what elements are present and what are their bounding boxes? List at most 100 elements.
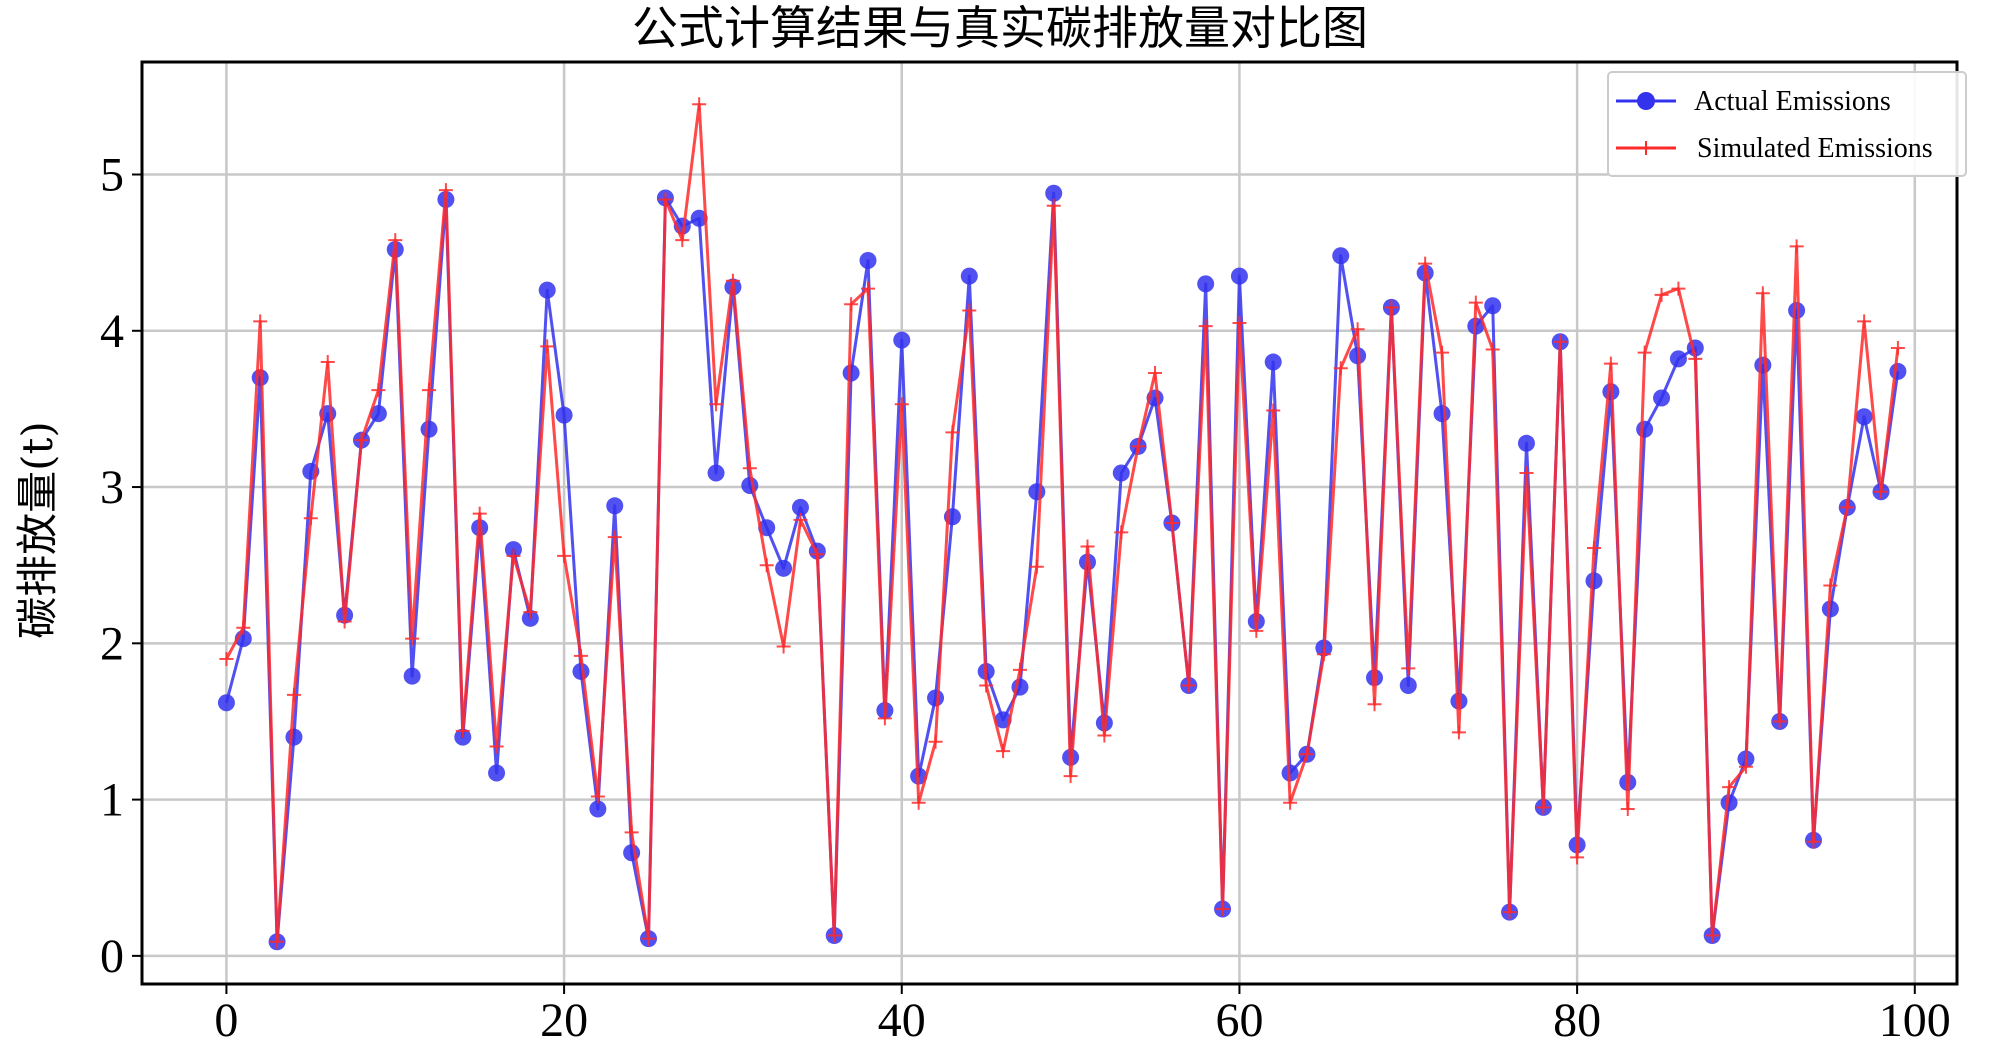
data-point-simulated xyxy=(793,512,808,527)
data-point-simulated xyxy=(1553,334,1568,349)
data-point-actual xyxy=(859,251,877,269)
data-point-simulated xyxy=(1451,725,1466,740)
data-point-simulated xyxy=(489,739,504,754)
data-point-actual xyxy=(403,667,421,685)
data-point-simulated xyxy=(725,273,740,288)
data-point-simulated xyxy=(1131,439,1146,454)
series-line-simulated xyxy=(225,102,1900,944)
data-point-simulated xyxy=(1519,465,1534,480)
data-point-simulated xyxy=(1063,769,1078,784)
y-tick-label: 2 xyxy=(100,617,124,670)
data-point-simulated xyxy=(354,433,369,448)
data-point-simulated xyxy=(1080,539,1095,554)
data-point-actual xyxy=(538,281,556,299)
data-point-simulated xyxy=(1874,484,1889,499)
chart-title: 公式计算结果与真实碳排放量对比图 xyxy=(632,1,1368,55)
data-point-simulated xyxy=(844,297,859,312)
data-point-simulated xyxy=(1840,500,1855,515)
x-tick-label: 20 xyxy=(540,994,588,1045)
y-axis-label: 碳排放量(t) xyxy=(13,421,62,639)
data-point-simulated xyxy=(1232,315,1247,330)
data-point-actual xyxy=(1754,356,1772,374)
y-tick-label: 0 xyxy=(100,930,124,983)
data-point-simulated xyxy=(1722,780,1737,795)
data-point-actual xyxy=(1855,408,1873,426)
data-point-simulated xyxy=(371,383,386,398)
data-point-simulated xyxy=(1012,662,1027,677)
data-point-simulated xyxy=(337,614,352,629)
data-point-actual xyxy=(1821,600,1839,618)
data-point-simulated xyxy=(1587,541,1601,556)
data-point-simulated xyxy=(388,233,403,248)
data-point-actual xyxy=(217,694,235,712)
data-point-simulated xyxy=(590,789,605,804)
data-point-simulated xyxy=(1164,516,1179,530)
data-point-actual xyxy=(1653,389,1671,407)
data-point-simulated xyxy=(742,461,757,476)
data-point-simulated xyxy=(1249,623,1264,638)
data-point-simulated xyxy=(1181,678,1196,693)
data-point-simulated xyxy=(1536,800,1551,815)
data-point-actual xyxy=(893,331,911,349)
data-point-actual xyxy=(1112,464,1130,482)
series-layer xyxy=(217,97,1907,951)
data-point-actual xyxy=(791,498,809,516)
data-point-simulated xyxy=(1890,340,1905,355)
data-point-simulated xyxy=(1789,239,1804,254)
data-point-simulated xyxy=(709,397,724,412)
data-point-simulated xyxy=(1620,801,1635,816)
data-point-simulated xyxy=(1857,314,1872,329)
data-point-actual xyxy=(555,406,573,424)
data-point-simulated xyxy=(1705,928,1720,943)
data-point-simulated xyxy=(1806,834,1821,849)
data-point-simulated xyxy=(1114,525,1129,540)
data-point-simulated xyxy=(996,744,1011,759)
data-point-simulated xyxy=(1299,747,1314,762)
data-point-simulated xyxy=(1738,759,1753,774)
legend-box xyxy=(1607,71,1967,177)
data-point-simulated xyxy=(1637,345,1652,360)
data-point-simulated xyxy=(1367,697,1382,712)
data-point-simulated xyxy=(1468,295,1483,310)
data-point-actual xyxy=(1669,350,1687,368)
legend-label-simulated: Simulated Emissions xyxy=(1697,133,1933,164)
data-point-actual xyxy=(1720,794,1738,812)
data-point-simulated xyxy=(1688,351,1703,366)
data-point-simulated xyxy=(236,620,251,635)
data-point-simulated xyxy=(270,934,285,949)
data-point-actual xyxy=(488,764,506,782)
data-point-simulated xyxy=(776,639,791,654)
data-point-simulated xyxy=(455,723,470,738)
data-point-simulated xyxy=(253,314,268,329)
data-point-actual xyxy=(758,519,776,537)
data-point-simulated xyxy=(658,192,673,207)
data-point-actual xyxy=(1433,405,1451,423)
data-point-simulated xyxy=(827,928,842,943)
legend-marker-simulated xyxy=(1639,141,1653,155)
data-point-simulated xyxy=(1283,795,1298,810)
data-point-simulated xyxy=(1029,559,1044,574)
data-point-actual xyxy=(960,267,978,285)
data-point-simulated xyxy=(1772,714,1787,729)
data-point-simulated xyxy=(1097,728,1112,743)
data-point-simulated xyxy=(1603,356,1618,371)
data-point-actual xyxy=(1484,297,1502,315)
data-point-simulated xyxy=(1316,647,1331,662)
data-point-actual xyxy=(369,405,387,423)
data-point-simulated xyxy=(641,931,656,946)
series-line-actual xyxy=(224,191,1900,944)
x-tick-label: 80 xyxy=(1553,994,1601,1045)
data-point-simulated xyxy=(877,711,892,726)
data-point-simulated xyxy=(438,183,453,198)
data-point-simulated xyxy=(962,303,977,318)
data-point-simulated xyxy=(1755,286,1770,301)
data-point-actual xyxy=(1399,677,1417,695)
data-point-simulated xyxy=(540,339,555,354)
data-point-actual xyxy=(775,559,793,577)
data-point-simulated xyxy=(928,734,943,749)
data-point-actual xyxy=(606,497,624,515)
y-tick-label: 3 xyxy=(100,461,124,514)
data-point-simulated xyxy=(675,233,690,248)
data-point-simulated xyxy=(1148,365,1163,380)
